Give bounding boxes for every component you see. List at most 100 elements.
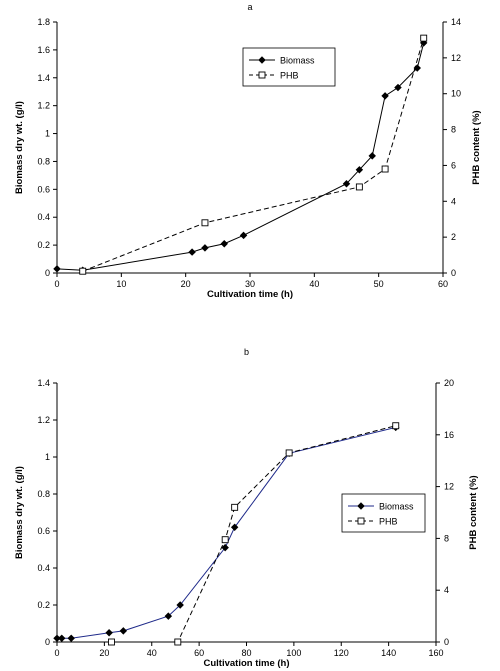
data-point-biomass xyxy=(342,180,351,188)
data-point-biomass xyxy=(58,634,66,643)
legend-box xyxy=(242,47,336,87)
y-tick-label: 1.4 xyxy=(37,73,50,83)
x-tick-label: 60 xyxy=(194,648,204,658)
y2-tick-label: 12 xyxy=(451,53,461,63)
x-tick-label: 10 xyxy=(116,279,126,289)
data-point-biomass xyxy=(368,152,376,160)
y2-tick-label: 4 xyxy=(451,196,456,206)
y-axis-title: Biomass dry wt. (g/l) xyxy=(14,466,25,559)
y2-tick-label: 2 xyxy=(451,232,456,242)
x-tick-label: 20 xyxy=(99,648,109,658)
data-point-phb xyxy=(392,422,400,430)
y-tick-label: 1.2 xyxy=(37,415,50,425)
data-point-phb xyxy=(174,638,182,646)
series-line-phb xyxy=(111,425,396,643)
x-tick-label: 160 xyxy=(428,648,443,658)
data-point-biomass xyxy=(355,166,364,174)
y2-tick-label: 14 xyxy=(451,17,461,27)
x-tick-label: 120 xyxy=(334,648,349,658)
data-point-biomass xyxy=(53,265,61,273)
data-point-phb xyxy=(355,183,363,191)
y-tick-label: 1.8 xyxy=(37,17,50,27)
data-point-phb xyxy=(381,165,389,173)
y2-tick-label: 10 xyxy=(451,89,461,99)
legend-label: PHB xyxy=(379,517,398,527)
data-point-phb xyxy=(221,536,229,544)
data-point-phb xyxy=(285,449,293,457)
x-tick-label: 20 xyxy=(181,279,191,289)
data-point-biomass xyxy=(394,83,402,92)
series-line-biomass xyxy=(57,426,396,639)
x-tick-label: 40 xyxy=(309,279,319,289)
data-point-biomass xyxy=(220,239,228,248)
data-point-biomass xyxy=(230,523,239,532)
x-tick-label: 50 xyxy=(374,279,384,289)
legend: Biomass PHB xyxy=(341,493,426,533)
panel-a: a0 10 20 30 40 50 6000.20.40.60.811.21.41.61.8… xyxy=(14,2,482,300)
x-axis-title: Cultivation time (h) xyxy=(203,658,289,669)
y-axis-title: Biomass dry wt. (g/l) xyxy=(14,101,25,194)
y2-tick-label: 12 xyxy=(444,482,454,492)
y-tick-label: 0.8 xyxy=(37,489,50,499)
panel-label: b xyxy=(244,347,249,357)
legend-label: Biomass xyxy=(379,502,414,512)
x-tick-label: 30 xyxy=(245,279,255,289)
legend-label: PHB xyxy=(280,71,299,81)
x-tick-label: 40 xyxy=(147,648,157,658)
y-tick-label: 1.2 xyxy=(37,101,50,111)
legend-swatch-marker xyxy=(258,71,266,79)
y-tick-label: 0.2 xyxy=(37,600,50,610)
data-point-biomass xyxy=(188,248,196,256)
y-tick-label: 1 xyxy=(45,452,50,462)
x-tick-label: 140 xyxy=(381,648,396,658)
x-tick-label: 60 xyxy=(438,279,448,289)
data-point-biomass xyxy=(105,629,113,637)
data-point-biomass xyxy=(67,634,75,643)
data-point-biomass xyxy=(164,612,173,620)
y2-tick-label: 4 xyxy=(444,585,449,595)
y-tick-label: 1 xyxy=(45,129,50,139)
data-point-biomass xyxy=(221,543,229,552)
y2-axis-title: PHB content (%) xyxy=(471,110,482,184)
data-point-phb xyxy=(201,219,209,227)
legend-swatch-marker xyxy=(357,517,365,525)
y-tick-label: 0.6 xyxy=(37,184,50,194)
x-tick-label: 80 xyxy=(241,648,251,658)
data-point-phb xyxy=(79,267,87,275)
y-tick-label: 1.4 xyxy=(37,378,50,388)
y-tick-label: 0.2 xyxy=(37,240,50,250)
legend: Biomass PHB xyxy=(242,47,336,87)
y2-tick-label: 20 xyxy=(444,378,454,388)
data-point-phb xyxy=(420,34,428,42)
y-tick-label: 0 xyxy=(45,637,50,647)
legend-box xyxy=(341,493,426,533)
legend-swatch-marker xyxy=(258,56,266,64)
y-tick-label: 0.4 xyxy=(37,212,50,222)
y-tick-label: 0.8 xyxy=(37,156,50,166)
x-tick-label: 0 xyxy=(54,648,59,658)
data-point-biomass xyxy=(201,244,209,252)
y2-axis-title: PHB content (%) xyxy=(468,475,479,549)
data-point-biomass xyxy=(239,231,248,240)
data-point-biomass xyxy=(119,627,128,635)
y-tick-label: 0.6 xyxy=(37,526,50,536)
x-axis-title: Cultivation time (h) xyxy=(207,289,293,300)
panel-b: b0 20 40 60 80 100 120 140 16000.20.40.60.811.21… xyxy=(14,347,479,669)
series-line-biomass xyxy=(56,42,425,271)
y-tick-label: 1.6 xyxy=(37,45,50,55)
legend-swatch-marker xyxy=(357,502,365,510)
y-tick-label: 0 xyxy=(45,268,50,278)
panel-label: a xyxy=(247,2,252,12)
y2-tick-label: 6 xyxy=(451,160,456,170)
y2-tick-label: 0 xyxy=(444,637,449,647)
y2-tick-label: 0 xyxy=(451,268,456,278)
y2-tick-label: 8 xyxy=(451,125,456,135)
y2-tick-label: 16 xyxy=(444,430,454,440)
legend-label: Biomass xyxy=(280,56,315,66)
x-tick-label: 100 xyxy=(286,648,301,658)
y-tick-label: 0.4 xyxy=(37,563,50,573)
y2-tick-label: 8 xyxy=(444,533,449,543)
data-point-phb xyxy=(108,638,115,646)
